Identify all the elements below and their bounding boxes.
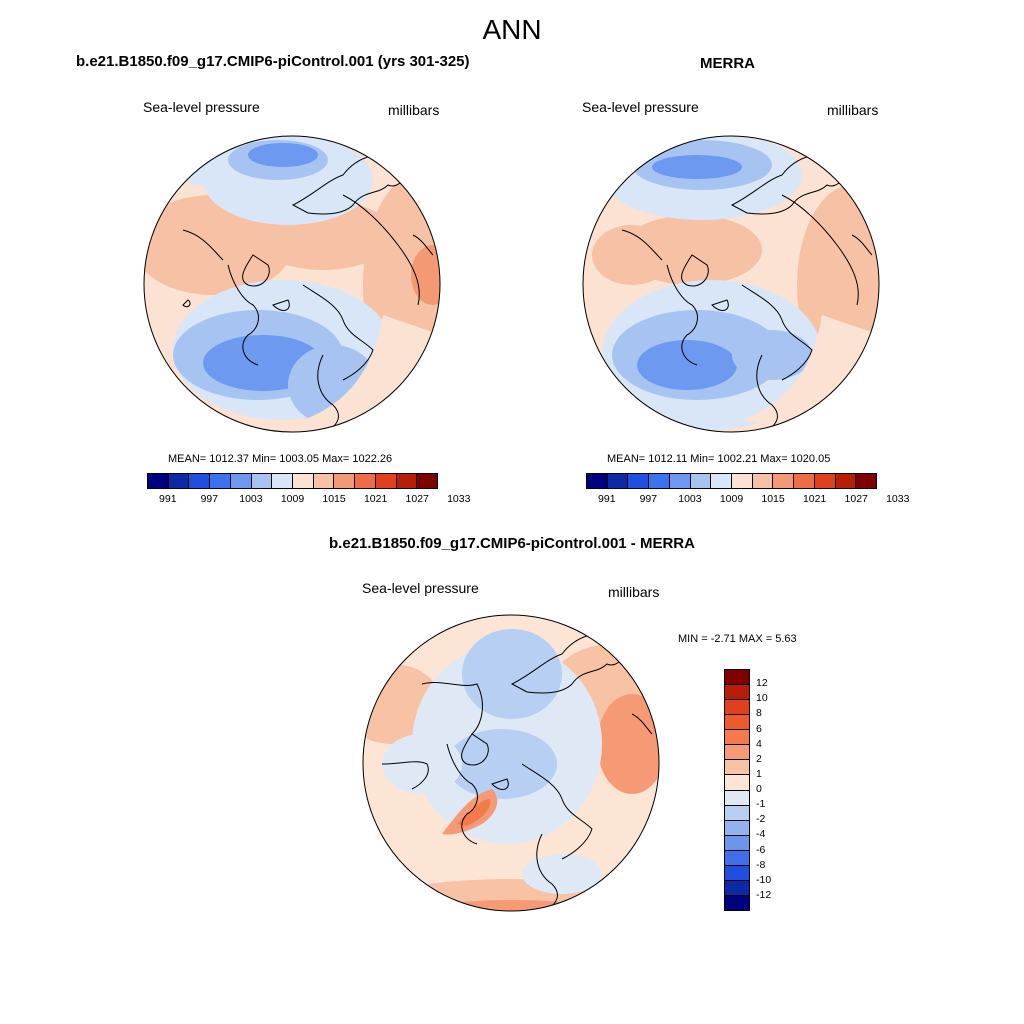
colorbar-tick-label: 10 [756,692,768,705]
colorbar-swatch [587,474,608,488]
colorbar-tick-label: 4 [756,737,762,750]
panel-model-stats: MEAN= 1012.37 Min= 1003.05 Max= 1022.26 [168,453,393,465]
colorbar-tick-label: 1021 [363,493,388,505]
panel-diff-variable-label: Sea-level pressure [362,580,479,596]
colorbar-diff [724,669,750,911]
colorbar-tick-label: 1027 [405,493,429,505]
panel-model-variable-label: Sea-level pressure [143,99,260,115]
colorbar-swatch [725,790,749,806]
colorbar-tick-label: 1003 [678,493,702,505]
colorbar-tick-label: 1009 [280,493,305,505]
colorbar-tick-label: -12 [756,888,772,901]
colorbar-tick-label: -1 [756,798,766,811]
colorbar-swatch [725,895,749,910]
colorbar-swatch [725,805,749,821]
colorbar-tick-label: 1 [756,767,762,780]
colorbar-swatch [814,474,836,488]
colorbar-swatch [725,850,749,866]
colorbar-tick-label: 6 [756,722,762,735]
colorbar-swatch [251,474,273,488]
colorbar-swatch [725,730,749,746]
colorbar-swatch [210,474,231,488]
colorbar-swatch [628,474,650,488]
colorbar-swatch [725,820,749,836]
colorbar-tick-label: 2 [756,752,762,765]
colorbar-swatch [856,474,877,488]
colorbar-swatch [230,474,252,488]
panel-diff-units-label: millibars [608,584,660,600]
colorbar-tick-label: 1003 [239,493,263,505]
colorbar-swatch [752,474,774,488]
colorbar-swatch [773,474,795,488]
colorbar-tick-label: -8 [756,858,766,871]
colorbar-tick-label: 1015 [322,493,346,505]
map-diff [362,614,660,912]
colorbar-model [147,473,438,489]
colorbar-obs [586,473,877,489]
colorbar-swatch [168,474,190,488]
colorbar-tick-label: 12 [756,677,768,690]
colorbar-swatch [355,474,376,488]
colorbar-tick-label: -2 [756,813,766,826]
colorbar-swatch [725,865,749,881]
panel-title-model: b.e21.B1850.f09_g17.CMIP6-piControl.001 … [76,53,470,70]
colorbar-swatch [313,474,335,488]
colorbar-tick-label: 991 [598,493,616,505]
colorbar-tick-label: 1033 [447,493,471,505]
colorbar-swatch [189,474,211,488]
colorbar-swatch [148,474,169,488]
colorbar-swatch [375,474,397,488]
colorbar-tick-label: -4 [756,828,766,841]
colorbar-swatch [732,474,753,488]
colorbar-swatch [725,700,749,716]
colorbar-swatch [725,685,749,701]
colorbar-swatch [690,474,712,488]
colorbar-swatch [725,880,749,896]
colorbar-swatch [725,775,749,791]
colorbar-tick-label: 8 [756,707,762,720]
panel-obs-stats: MEAN= 1012.11 Min= 1002.21 Max= 1020.05 [607,453,831,465]
colorbar-swatch [725,670,749,686]
map-obs [582,135,880,433]
colorbar-swatch [711,474,733,488]
colorbar-tick-label: 0 [756,783,762,795]
figure-title: ANN [482,14,542,45]
panel-obs-variable-label: Sea-level pressure [582,99,699,115]
colorbar-tick-label: 997 [200,493,219,505]
colorbar-swatch [725,760,749,776]
colorbar-swatch [725,745,749,761]
panel-model-units-label: millibars [388,102,440,118]
panel-diff-stats: MIN = -2.71 MAX = 5.63 [678,633,797,645]
colorbar-swatch [794,474,815,488]
colorbar-tick-label: 1027 [844,493,868,505]
colorbar-tick-label: 1021 [802,493,827,505]
panel-title-diff: b.e21.B1850.f09_g17.CMIP6-piControl.001 … [329,535,695,552]
map-model [143,135,441,433]
colorbar-swatch [417,474,438,488]
colorbar-tick-label: 997 [639,493,658,505]
panel-obs-units-label: millibars [827,102,879,118]
colorbar-swatch [725,715,749,731]
colorbar-swatch [669,474,691,488]
panel-title-obs: MERRA [700,55,755,72]
colorbar-swatch [396,474,418,488]
colorbar-tick-label: -10 [756,873,772,886]
colorbar-swatch [725,835,749,851]
colorbar-tick-label: 1033 [886,493,910,505]
colorbar-tick-label: 1015 [761,493,785,505]
colorbar-swatch [835,474,857,488]
colorbar-tick-label: 1009 [719,493,744,505]
colorbar-swatch [293,474,314,488]
colorbar-tick-label: 991 [159,493,177,505]
colorbar-swatch [649,474,670,488]
colorbar-tick-label: -6 [756,843,766,856]
colorbar-swatch [334,474,356,488]
colorbar-swatch [272,474,294,488]
colorbar-swatch [607,474,629,488]
